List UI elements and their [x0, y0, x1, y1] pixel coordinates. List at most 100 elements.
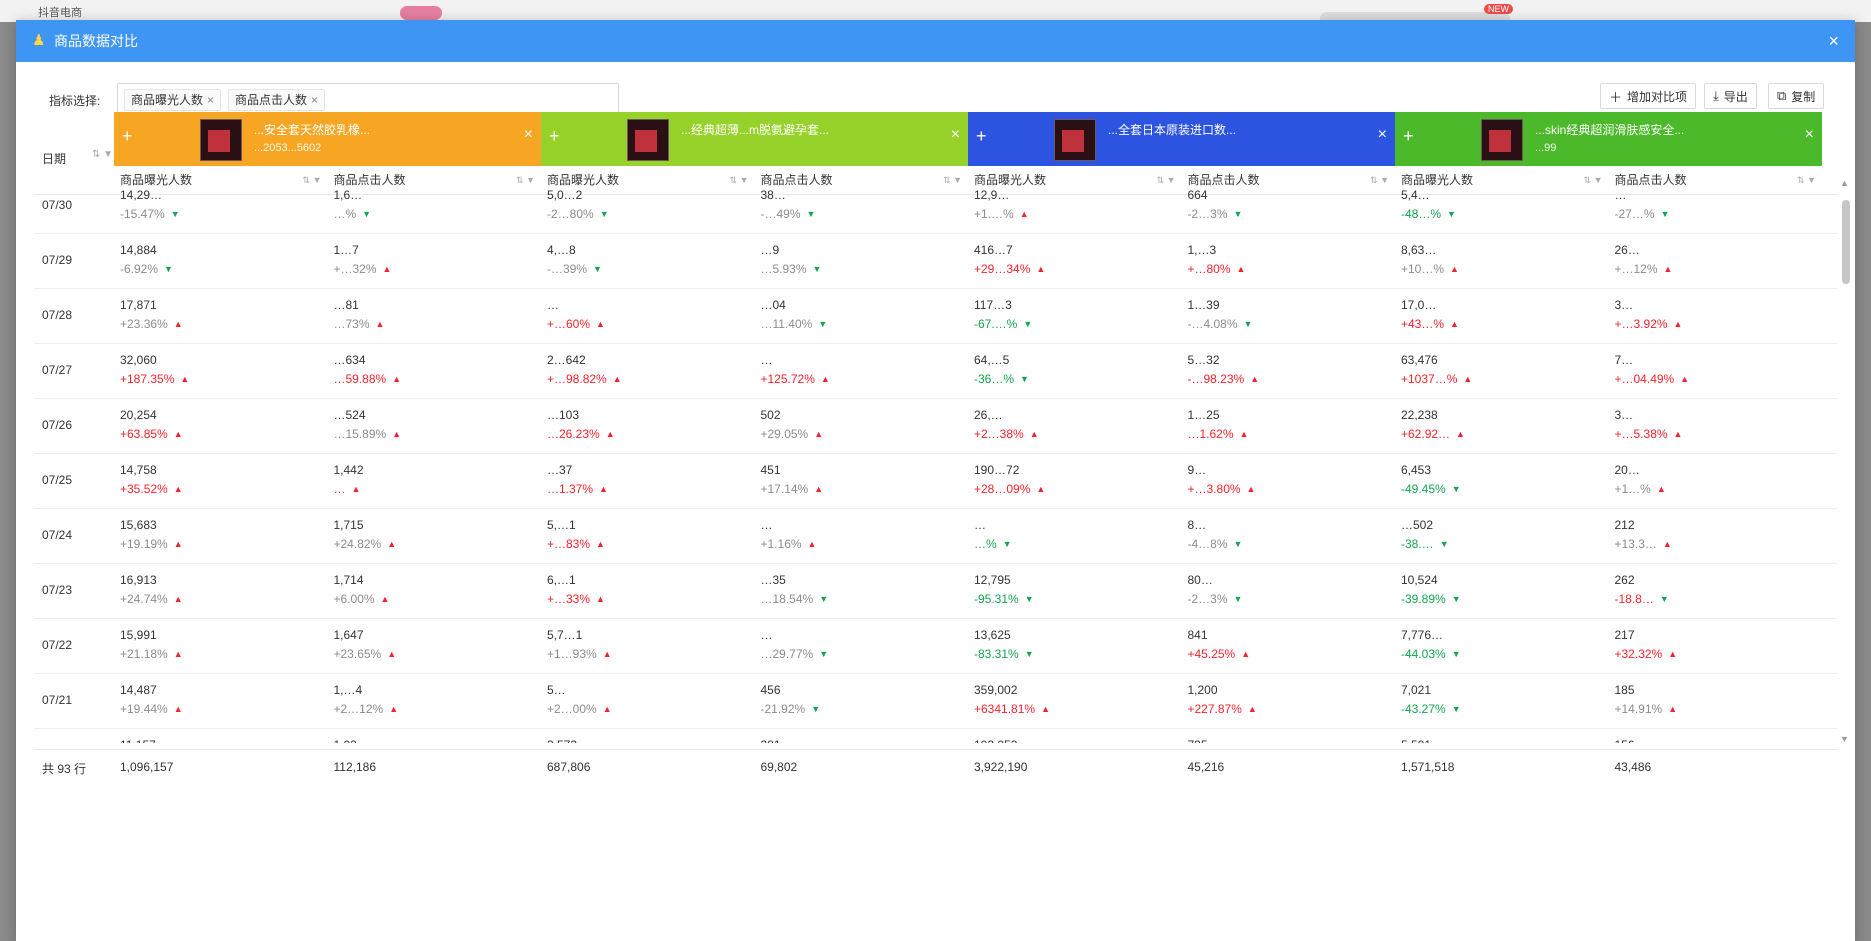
- arrow-up-icon: ▲: [612, 374, 622, 384]
- arrow-up-icon: ▲: [380, 594, 390, 604]
- tag-close-icon[interactable]: ×: [207, 93, 215, 107]
- date-column-header[interactable]: 日期 ⇅ ▼: [42, 149, 114, 166]
- arrow-up-icon: ▲: [1656, 484, 1666, 494]
- metric-value: 80…: [1187, 573, 1213, 587]
- metric-value: 1,647: [333, 628, 364, 642]
- metric-value: 735: [1188, 738, 1208, 743]
- sort-filter-icon[interactable]: ⇅ ▼: [1797, 175, 1816, 185]
- metric-value: 6,…1: [547, 573, 576, 587]
- sort-filter-icon[interactable]: ⇅ ▼: [1370, 175, 1389, 185]
- metric-column-header[interactable]: 商品点击人数 ⇅ ▼: [328, 166, 548, 194]
- plus-icon[interactable]: +: [976, 126, 987, 146]
- plus-icon[interactable]: +: [122, 126, 133, 146]
- arrow-up-icon: ▲: [387, 539, 397, 549]
- table-row[interactable]: 07/27 32,060 +187.35% ▲ …634 …59.88% ▲ 2…642 +…9…: [34, 343, 1837, 399]
- sort-filter-icon[interactable]: ⇅ ▼: [302, 175, 322, 185]
- arrow-down-icon: ▼: [819, 649, 829, 659]
- table-row[interactable]: 07/25 14,758 +35.52% ▲ 1,442 … ▲ …37 …1.37% ▲ 451 +…: [34, 453, 1837, 509]
- data-cell: 11,157-5.33…▼: [114, 728, 328, 743]
- table-row[interactable]: 07/29 14,884 -6.92% ▼ 1…7 +…32% ▲ 4,…8 -…39% ▼ …9……: [34, 233, 1837, 289]
- sort-filter-icon[interactable]: ⇅ ▼: [1156, 175, 1176, 185]
- scrollbar-thumb[interactable]: [1842, 200, 1850, 284]
- data-cell: 1…39 -…4.08% ▼: [1182, 288, 1396, 343]
- metric-value: 1,02…: [334, 738, 369, 743]
- sort-filter-icon[interactable]: ⇅ ▼: [516, 175, 535, 185]
- data-cell: 1…7 +…32% ▲: [328, 233, 542, 288]
- date-cell: 07/26: [42, 418, 73, 432]
- sort-filter-icon[interactable]: ⇅ ▼: [1583, 175, 1603, 185]
- sort-filter-icon[interactable]: ⇅ ▼: [92, 149, 114, 160]
- close-icon[interactable]: ×: [1828, 30, 1839, 51]
- metric-value: 1,714: [333, 573, 364, 587]
- change-percent: -27…% ▼: [1614, 207, 1670, 221]
- table-row[interactable]: 07/26 20,254 +63.85% ▲ …524 …15.89% ▲ …103 …26.2…: [34, 398, 1837, 454]
- arrow-up-icon: ▲: [173, 704, 183, 714]
- data-cell: 7,021 -43.27% ▼: [1395, 673, 1609, 728]
- arrow-up-icon: ▲: [1463, 374, 1473, 384]
- data-cell: …9 …5.93% ▼: [755, 233, 969, 288]
- metric-column-header[interactable]: 商品曝光人数 ⇅ ▼: [968, 166, 1188, 194]
- indicator-tag[interactable]: 商品点击人数 ×: [228, 89, 326, 111]
- indicator-tag[interactable]: 商品曝光人数 ×: [124, 89, 222, 111]
- metric-column-header[interactable]: 商品曝光人数 ⇅ ▼: [1395, 166, 1615, 194]
- data-cell: 735+171.22%▲: [1182, 728, 1396, 743]
- change-percent: +43…% ▲: [1401, 317, 1459, 331]
- table-row[interactable]: 07/23 16,913 +24.74% ▲ 1,714 +6.00% ▲ 6,…1 +…33%…: [34, 563, 1837, 619]
- table-row[interactable]: 07/24 15,683 +19.19% ▲ 1,715 +24.82% ▲ 5,…1 +…83…: [34, 508, 1837, 564]
- data-cell: …37 …1.37% ▲: [541, 453, 755, 508]
- metric-value: 5,581: [1401, 738, 1431, 743]
- metric-column-header[interactable]: 商品点击人数 ⇅ ▼: [755, 166, 975, 194]
- export-button[interactable]: ⤓ 导出: [1704, 83, 1757, 109]
- table-row[interactable]: 07/28 17,871 +23.36% ▲ …81 …73% ▲ … +…60% ▲ …04 …11…: [34, 288, 1837, 344]
- date-cell: 07/27: [42, 363, 73, 377]
- product-name[interactable]: ...skin经典超润滑肤感安全...: [1535, 123, 1685, 137]
- arrow-up-icon: ▲: [173, 649, 183, 659]
- scroll-down-icon[interactable]: ▼: [1840, 734, 1849, 744]
- sort-filter-icon[interactable]: ⇅ ▼: [943, 175, 962, 185]
- table-row[interactable]: 07/21 14,487 +19.44% ▲ 1,…4 +2…12% ▲ 5… +2…00% ▲ 4…: [34, 673, 1837, 729]
- metric-column-header[interactable]: 商品曝光人数 ⇅ ▼: [541, 166, 761, 194]
- close-icon[interactable]: ×: [1804, 126, 1814, 143]
- change-percent: …73% ▲: [333, 317, 385, 331]
- metric-column-header[interactable]: 商品曝光人数 ⇅ ▼: [114, 166, 334, 194]
- arrow-down-icon: ▼: [1439, 539, 1449, 549]
- copy-button[interactable]: ⧉ 复制: [1768, 83, 1825, 109]
- product-name[interactable]: ...全套日本原装进口数...: [1108, 123, 1237, 137]
- arrow-down-icon: ▼: [1023, 319, 1033, 329]
- change-percent: -…49% ▼: [760, 207, 816, 221]
- arrow-up-icon: ▲: [173, 484, 183, 494]
- data-cell: 26… +…12% ▲: [1609, 233, 1823, 288]
- arrow-up-icon: ▲: [1036, 264, 1046, 274]
- product-name[interactable]: ...安全套天然胶乳橡...: [254, 123, 371, 137]
- tag-close-icon[interactable]: ×: [311, 93, 319, 107]
- arrow-up-icon: ▲: [596, 319, 605, 329]
- data-cell: 5,581-54.72%▼: [1395, 728, 1609, 743]
- table-row[interactable]: 07/2011,157-5.33…▼1,02…-17.30%▼3,573-17.…: [34, 728, 1837, 743]
- close-icon[interactable]: ×: [523, 126, 533, 143]
- plus-icon[interactable]: +: [1403, 126, 1414, 146]
- column-total: 3,922,190: [974, 760, 1028, 774]
- arrow-up-icon: ▲: [1668, 704, 1678, 714]
- close-icon[interactable]: ×: [950, 126, 960, 143]
- data-cell: 14,758 +35.52% ▲: [114, 453, 328, 508]
- table-row[interactable]: 07/22 15,991 +21.18% ▲ 1,647 +23.65% ▲ 5,7…1 +1……: [34, 618, 1837, 674]
- product-name[interactable]: ...经典超薄...m脱氨避孕套...: [681, 123, 830, 137]
- close-icon[interactable]: ×: [1377, 126, 1387, 143]
- sort-filter-icon[interactable]: ⇅ ▼: [729, 175, 749, 185]
- metric-value: 1…39: [1187, 298, 1220, 312]
- data-cell: 13,625 -83.31% ▼: [968, 618, 1182, 673]
- change-percent: …18.54% ▼: [760, 592, 829, 606]
- metric-value: 26…: [1614, 243, 1640, 257]
- change-percent: +…04.49% ▲: [1614, 372, 1690, 386]
- table-row[interactable]: 07/30 14,29… -15.47% ▼ 1,6… …% ▼ 5,0…2 -2…80% ▼ 38…: [34, 178, 1837, 234]
- plus-icon[interactable]: +: [549, 126, 560, 146]
- metric-column-header[interactable]: 商品点击人数 ⇅ ▼: [1182, 166, 1402, 194]
- add-compare-button[interactable]: ＋增加对比项: [1600, 83, 1697, 109]
- scroll-up-icon[interactable]: ▲: [1840, 178, 1849, 188]
- product-header-1: + ...安全套天然胶乳橡... ...2053...5602 ×: [114, 112, 541, 166]
- metric-value: 217: [1614, 628, 1635, 642]
- metric-column-header[interactable]: 商品点击人数 ⇅ ▼: [1609, 166, 1829, 194]
- metric-value: 14,884: [120, 243, 157, 257]
- indicator-select[interactable]: 商品曝光人数 × 商品点击人数 ×: [117, 83, 619, 115]
- metric-value: 451: [760, 463, 781, 477]
